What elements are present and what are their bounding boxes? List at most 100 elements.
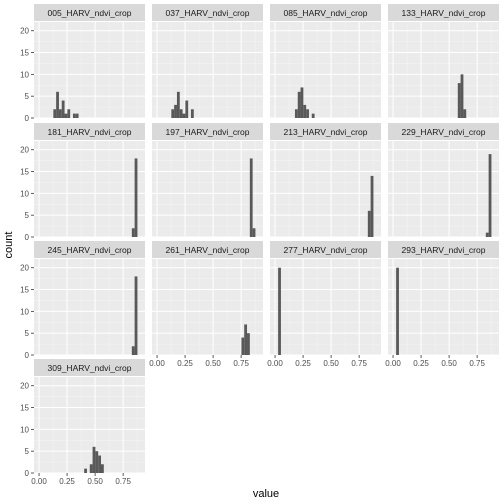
histogram-bar <box>367 210 371 237</box>
y-tick-label: 5 <box>25 447 30 456</box>
histogram-bar <box>72 113 76 118</box>
x-tick-label: 0.50 <box>205 359 221 368</box>
histogram-bar <box>252 228 256 237</box>
x-tick-label: 0.50 <box>441 359 457 368</box>
facet-strip <box>152 241 263 258</box>
facet-strip <box>270 241 381 258</box>
histogram-bar <box>95 451 99 473</box>
histogram-bar <box>131 346 135 355</box>
y-tick-label: 15 <box>20 49 29 58</box>
facet-strip-label: 005_HARV_ndvi_crop <box>48 8 132 18</box>
facet-strip-label: 037_HARV_ndvi_crop <box>166 8 250 18</box>
facet-panel: 293_HARV_ndvi_crop 0.00 0.25 0.50 0.75 <box>385 241 499 368</box>
facet-plot-area <box>34 377 145 473</box>
x-tick-label: 0.00 <box>267 359 283 368</box>
x-tick-label: 0.25 <box>413 359 429 368</box>
histogram-bar <box>300 87 304 118</box>
x-tick-label: 0.50 <box>87 477 103 486</box>
y-tick-label: 10 <box>20 307 29 316</box>
histogram-bar <box>179 109 183 118</box>
y-tick-label: 15 <box>20 168 29 177</box>
histogram-bar <box>370 175 374 237</box>
facet-strip <box>152 4 263 21</box>
facet-panel: 245_HARV_ndvi_crop 0 5 10 15 20 <box>20 241 145 360</box>
histogram-bar <box>67 109 71 118</box>
histogram-bar <box>56 91 59 118</box>
histogram-bar <box>396 267 399 355</box>
histogram-bar <box>294 109 298 118</box>
histogram-bar <box>488 154 492 237</box>
histogram-bar <box>278 267 281 355</box>
facet-strip <box>34 359 145 376</box>
facet-strip-label: 261_HARV_ndvi_crop <box>166 245 250 255</box>
facet-plot-area <box>34 259 145 355</box>
histogram-bar <box>92 446 96 473</box>
facet-panels: 005_HARV_ndvi_crop 0 5 10 15 20 037_HARV_ndvi_… <box>20 4 499 486</box>
facet-strip <box>270 123 381 140</box>
x-tick-label: 0.25 <box>177 359 193 368</box>
facet-panel: 229_HARV_ndvi_crop <box>388 123 499 238</box>
x-tick-label: 0.50 <box>323 359 339 368</box>
facet-plot-area <box>388 141 499 237</box>
x-tick-label: 0.25 <box>295 359 311 368</box>
y-tick-label: 10 <box>20 70 29 79</box>
facet-strip <box>388 4 499 21</box>
y-axis-title: count <box>3 232 15 259</box>
facet-strip <box>270 4 381 21</box>
facet-panel: 181_HARV_ndvi_crop 0 5 10 15 20 <box>20 123 145 242</box>
histogram-bar <box>171 109 175 118</box>
facet-plot-area <box>388 22 499 118</box>
histogram-bar <box>53 109 57 118</box>
facet-plot-area <box>270 22 381 118</box>
histogram-bar <box>89 464 93 473</box>
facet-strip-label: 197_HARV_ndvi_crop <box>166 127 250 137</box>
y-tick-label: 5 <box>25 329 30 338</box>
facet-panel: 261_HARV_ndvi_crop 0.00 0.25 0.50 0.75 <box>149 241 263 368</box>
facet-panel: 133_HARV_ndvi_crop <box>388 4 499 119</box>
x-tick-label: 0.00 <box>385 359 401 368</box>
y-tick-label: 20 <box>20 382 29 391</box>
histogram-bar <box>297 91 301 118</box>
histogram-bar <box>182 113 186 118</box>
histogram-bar <box>100 464 104 473</box>
histogram-bar <box>58 109 62 118</box>
histogram-bar <box>134 158 138 237</box>
facet-panel: 197_HARV_ndvi_crop <box>152 123 263 238</box>
x-tick-label: 0.00 <box>149 359 165 368</box>
facet-strip-label: 229_HARV_ndvi_crop <box>402 127 486 137</box>
histogram-bar <box>185 100 189 118</box>
facet-plot-area <box>270 259 381 355</box>
facet-plot-area <box>152 141 263 237</box>
x-tick-label: 0.25 <box>59 477 75 486</box>
facet-strip <box>388 241 499 258</box>
facet-plot-area <box>388 259 499 355</box>
facet-panel: 213_HARV_ndvi_crop <box>270 123 381 238</box>
histogram-bar <box>98 455 101 473</box>
facet-panel: 085_HARV_ndvi_crop <box>270 4 381 119</box>
y-tick-label: 5 <box>25 211 30 220</box>
facet-strip-label: 133_HARV_ndvi_crop <box>402 8 486 18</box>
y-tick-label: 15 <box>20 286 29 295</box>
facet-strip-label: 245_HARV_ndvi_crop <box>48 245 132 255</box>
facet-strip <box>34 241 145 258</box>
x-tick-label: 0.75 <box>469 359 485 368</box>
facet-strip-label: 181_HARV_ndvi_crop <box>48 127 132 137</box>
histogram-bar <box>303 104 307 118</box>
facet-strip <box>34 123 145 140</box>
y-tick-label: 10 <box>20 189 29 198</box>
y-tick-label: 20 <box>20 146 29 155</box>
facet-strip-label: 213_HARV_ndvi_crop <box>284 127 368 137</box>
y-tick-label: 0 <box>25 233 30 242</box>
histogram-bar <box>131 228 135 237</box>
facet-strip-label: 085_HARV_ndvi_crop <box>284 8 368 18</box>
y-tick-label: 20 <box>20 27 29 36</box>
histogram-bar <box>463 109 467 118</box>
y-tick-label: 0 <box>25 469 30 478</box>
histogram-bar <box>306 109 309 118</box>
histogram-bar <box>249 158 253 237</box>
facet-strip <box>388 123 499 140</box>
histogram-bar <box>457 83 461 118</box>
y-tick-label: 15 <box>20 404 29 413</box>
histogram-bar <box>134 276 138 355</box>
